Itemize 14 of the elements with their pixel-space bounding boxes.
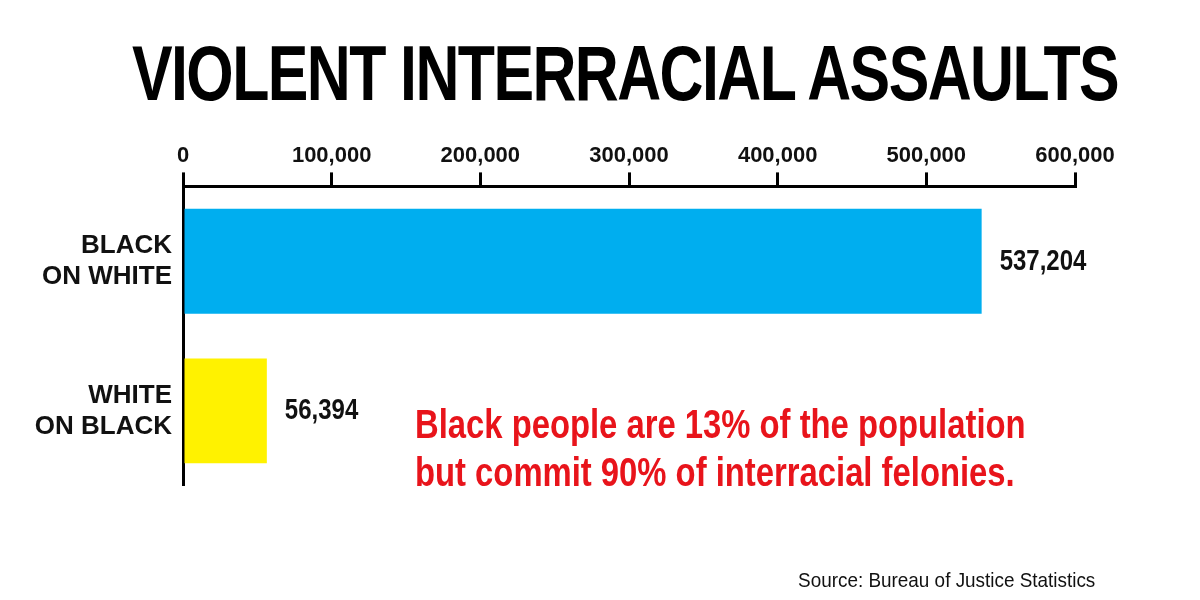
x-tick-label: 600,000: [1035, 142, 1115, 168]
data-label: 537,204: [999, 241, 1087, 277]
x-tick-label: 0: [176, 142, 190, 168]
x-tick-label: 400,000: [737, 142, 818, 168]
annotation: Black people are 13% of the population but commit 90% of interracial felonies.: [415, 401, 1027, 496]
x-tick-label: 200,000: [440, 142, 521, 168]
y-tick-label: WHITE ON BLACK: [34, 378, 173, 440]
chart-title: VIOLENT INTERRACIAL ASSAULTS: [132, 28, 1119, 118]
x-tick-label: 100,000: [291, 142, 372, 168]
x-tick-label: 300,000: [589, 142, 669, 168]
y-tick-label: BLACK ON WHITE: [42, 228, 173, 291]
source-note: Source: Bureau of Justice Statistics: [797, 568, 1095, 592]
data-label: 56,394: [284, 391, 359, 426]
x-tick-label: 500,000: [886, 142, 967, 168]
